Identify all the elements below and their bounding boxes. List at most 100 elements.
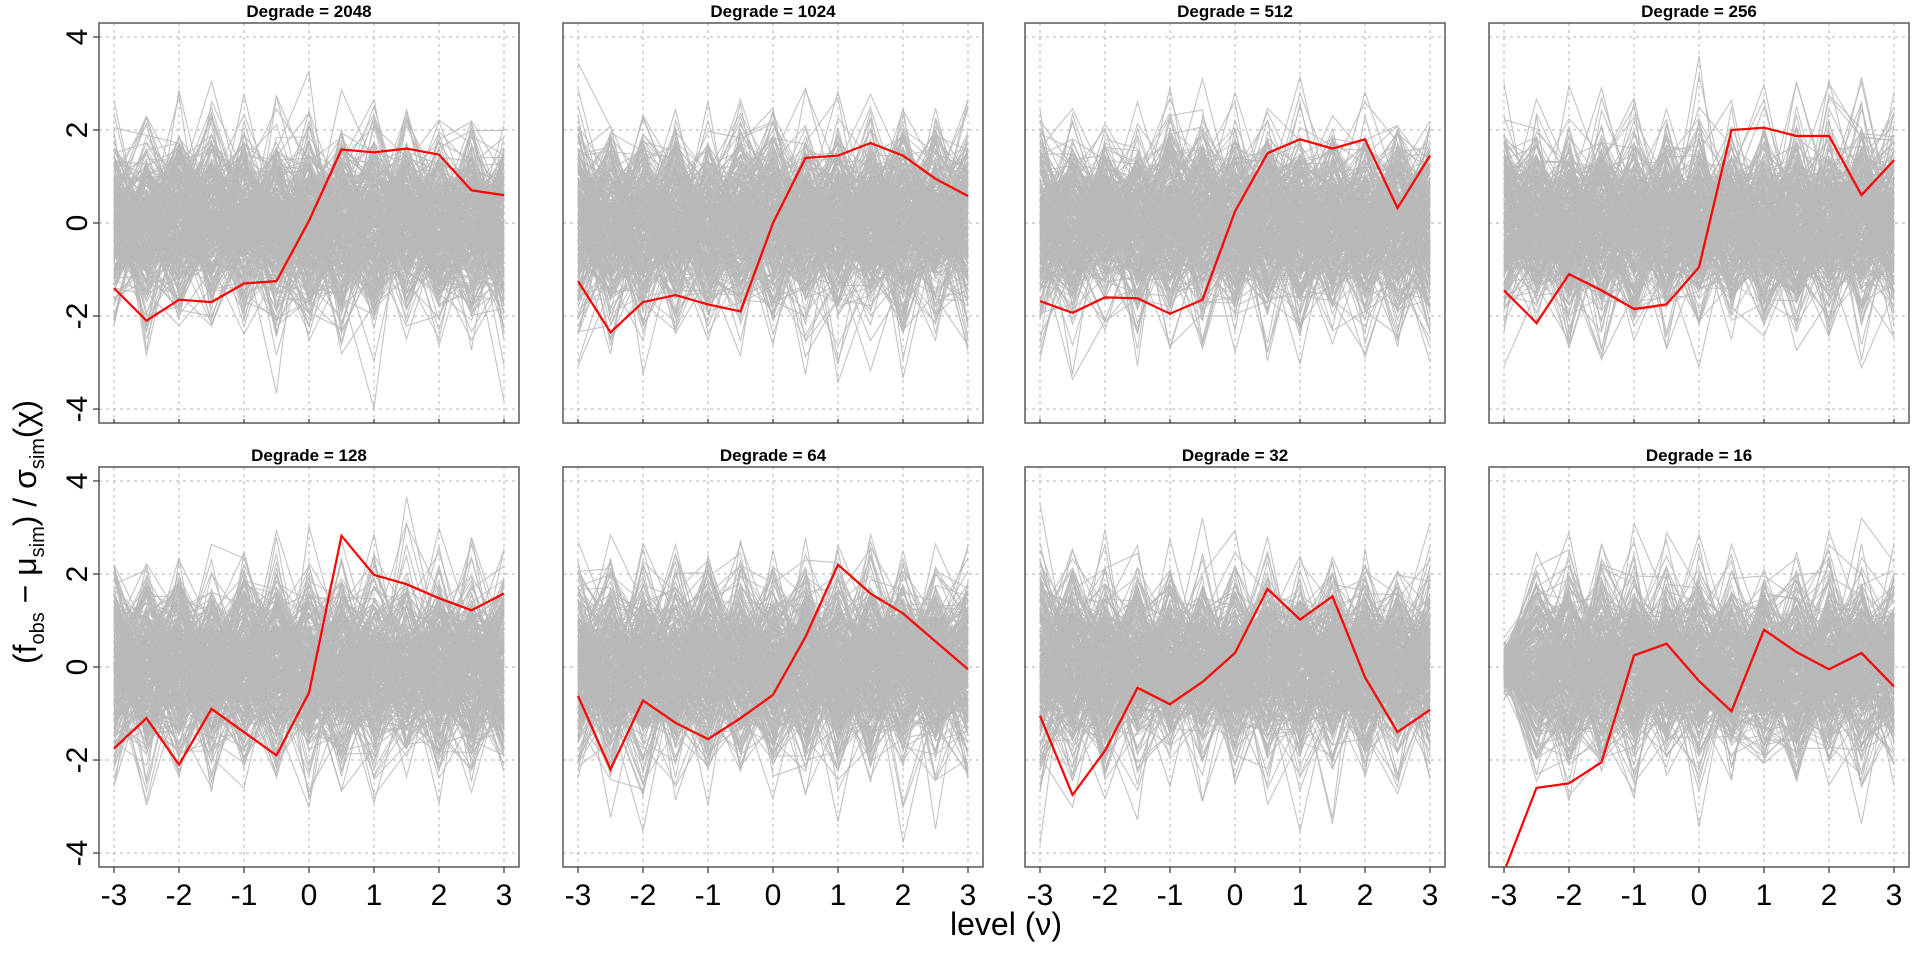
x-tick-label: 3 <box>1422 879 1439 912</box>
simulation-series-line <box>1503 579 1895 737</box>
simulation-series-line <box>1503 620 1895 777</box>
simulation-series-line <box>1503 162 1895 338</box>
simulation-series-line <box>113 107 505 299</box>
simulation-series-line <box>1503 145 1895 305</box>
simulation-series-line <box>113 165 505 307</box>
simulation-lines <box>577 62 969 383</box>
simulation-series-line <box>113 187 505 297</box>
simulation-series-line <box>577 611 969 779</box>
x-tick-label: 1 <box>366 879 383 912</box>
simulation-series-line <box>1039 622 1431 725</box>
simulation-series-line <box>1503 593 1895 730</box>
y-tick-label: -2 <box>61 303 94 330</box>
panel-title: Degrade = 512 <box>1177 2 1293 21</box>
simulation-series-line <box>577 605 969 778</box>
simulation-series-line <box>113 133 505 310</box>
simulation-series-line <box>577 615 969 733</box>
simulation-series-line <box>113 569 505 770</box>
y-tick-label: 0 <box>61 659 94 676</box>
simulation-series-line <box>113 147 505 301</box>
simulation-series-line <box>1503 147 1895 273</box>
simulation-series-line <box>1039 131 1431 312</box>
observed-series-line <box>1504 628 1895 867</box>
simulation-series-line <box>1039 158 1431 275</box>
x-tick-label: -3 <box>1491 879 1518 912</box>
panel-4: Degrade = 256 <box>1488 2 1910 424</box>
simulation-series-line <box>577 130 969 325</box>
x-tick-label: 3 <box>496 879 513 912</box>
simulation-series-line <box>113 597 505 737</box>
simulation-series-line <box>1039 156 1431 259</box>
simulation-series-line <box>113 619 505 743</box>
simulation-series-line <box>577 129 969 301</box>
simulation-series-line <box>577 161 969 303</box>
simulation-series-line <box>1503 530 1895 721</box>
simulation-series-line <box>1039 141 1431 263</box>
simulation-series-line <box>113 99 505 310</box>
simulation-series-line <box>577 590 969 823</box>
simulation-series-line <box>1039 598 1431 698</box>
panel-title: Degrade = 1024 <box>710 2 836 21</box>
x-tick-label: 1 <box>1756 879 1773 912</box>
simulation-series-line <box>577 160 969 311</box>
simulation-series-line <box>113 582 505 711</box>
simulation-series-line <box>577 624 969 728</box>
simulation-series-line <box>577 128 969 264</box>
simulation-series-line <box>577 158 969 276</box>
simulation-series-line <box>1503 564 1895 729</box>
x-tick-label: 1 <box>830 879 847 912</box>
simulation-series-line <box>113 140 505 315</box>
simulation-series-line <box>113 615 505 733</box>
simulation-series-line <box>577 129 969 334</box>
x-tick-label: -1 <box>1621 879 1648 912</box>
simulation-series-line <box>1039 144 1431 280</box>
simulation-series-line <box>1039 144 1431 318</box>
simulation-series-line <box>577 591 969 772</box>
simulation-series-line <box>1039 132 1431 293</box>
simulation-series-line <box>1503 569 1895 801</box>
simulation-series-line <box>1039 592 1431 757</box>
x-tick-label: 2 <box>1357 879 1374 912</box>
y-tick-label: 2 <box>61 566 94 583</box>
simulation-series-line <box>577 579 969 707</box>
simulation-series-line <box>1039 608 1431 741</box>
simulation-series-line <box>577 597 969 699</box>
simulation-series-line <box>1039 126 1431 300</box>
simulation-series-line <box>1503 138 1895 258</box>
x-tick-label: 0 <box>1227 879 1244 912</box>
simulation-series-line <box>1039 150 1431 307</box>
y-label-sub-sim: sim <box>27 526 49 557</box>
simulation-series-line <box>1039 177 1431 311</box>
y-label-prefix: (f <box>7 644 43 664</box>
simulation-series-line <box>113 111 505 293</box>
simulation-series-line <box>1039 619 1431 774</box>
panel-title: Degrade = 16 <box>1646 446 1752 465</box>
x-tick-label: -1 <box>1157 879 1184 912</box>
x-tick-label: -2 <box>1556 879 1583 912</box>
simulation-series-line <box>113 181 505 293</box>
simulation-series-line <box>1503 587 1895 737</box>
simulation-series-line <box>1503 587 1895 739</box>
simulation-series-line <box>113 606 505 682</box>
simulation-series-line <box>113 589 505 712</box>
simulation-series-line <box>1039 595 1431 732</box>
simulation-series-line <box>1503 170 1895 309</box>
simulation-series-line <box>1039 562 1431 744</box>
y-label-mid: − μ <box>7 557 43 612</box>
simulation-series-line <box>577 140 969 343</box>
simulation-series-line <box>1503 141 1895 321</box>
simulation-series-line <box>1503 631 1895 729</box>
simulation-series-line <box>1039 604 1431 717</box>
simulation-series-line <box>1039 583 1431 761</box>
simulation-series-line <box>1039 162 1431 281</box>
simulation-series-line <box>113 600 505 757</box>
simulation-series-line <box>1039 173 1431 300</box>
y-label-mid2: ) / σ <box>7 469 43 526</box>
simulation-series-line <box>113 557 505 754</box>
simulation-series-line <box>1503 134 1895 281</box>
simulation-series-line <box>577 586 969 741</box>
simulation-series-line <box>577 142 969 309</box>
simulation-series-line <box>577 587 969 778</box>
simulation-series-line <box>113 562 505 738</box>
